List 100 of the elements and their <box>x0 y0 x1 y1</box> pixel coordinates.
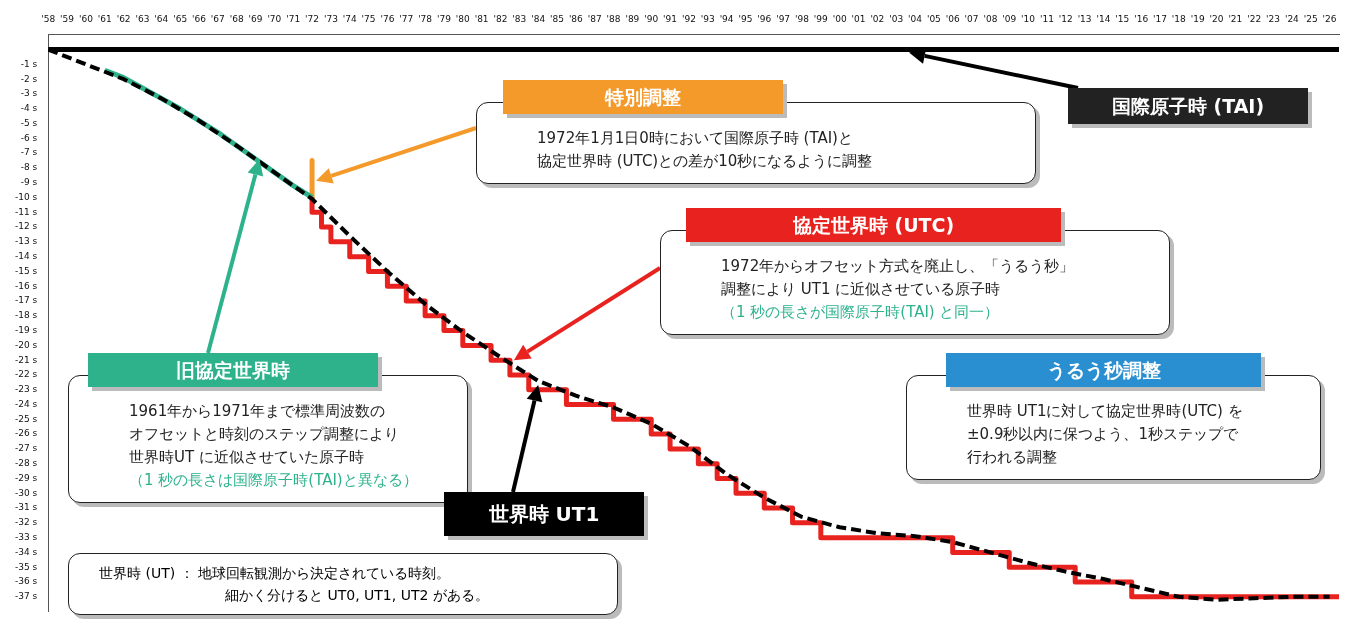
y-tick-label: -23 s <box>15 384 38 395</box>
annotation: （1 秒の長さは国際原子時(TAI)と異なる） <box>129 470 419 491</box>
annotation: 協定世界時 (UTC)との差が10秒になるように調整 <box>537 151 874 172</box>
y-tick-label: -26 s <box>15 428 38 439</box>
y-tick-label: -1 s <box>20 58 38 69</box>
y-tick-label: -27 s <box>15 443 38 454</box>
x-tick-label: '06 <box>945 13 960 24</box>
x-tick-label: '98 <box>795 13 810 24</box>
y-tick-label: -19 s <box>15 324 38 335</box>
annotation: 調整により UT1 に近似させている原子時 <box>721 279 1002 300</box>
x-tick-label: '88 <box>606 13 621 24</box>
annotation: （1 秒の長さが国際原子時(TAI) と同一） <box>721 302 1001 323</box>
y-tick-label: -37 s <box>15 591 38 602</box>
x-tick-label: '82 <box>493 13 508 24</box>
annotation: 1961年から1971年まで標準周波数の <box>129 401 387 422</box>
y-tick-label: -36 s <box>15 576 38 587</box>
x-tick-label: '61 <box>97 13 112 24</box>
y-tick-label: -33 s <box>15 532 38 542</box>
y-tick-label: -7 s <box>20 147 38 158</box>
x-tick-label: '12 <box>1058 13 1073 24</box>
x-tick-label: '68 <box>229 13 244 24</box>
x-tick-label: '87 <box>587 13 602 24</box>
x-tick-label: '60 <box>78 13 94 24</box>
y-tick-label: -6 s <box>20 132 38 143</box>
annotation: オフセットと時刻のステップ調整により <box>129 424 400 445</box>
x-tick-label: '76 <box>380 13 395 24</box>
x-tick-label: '89 <box>625 13 640 24</box>
x-tick-label: '94 <box>719 13 734 24</box>
x-tick-label: '02 <box>870 13 885 24</box>
x-tick-label: '99 <box>813 13 829 24</box>
y-tick-label: -4 s <box>20 103 38 114</box>
x-tick-label: '66 <box>192 13 207 24</box>
x-tick-label: '58 <box>41 13 56 24</box>
y-tick-label: -16 s <box>15 280 38 291</box>
annotation: 世界時 (UT) ： 地球回転観測から決定されている時刻。 <box>99 564 452 583</box>
x-tick-label: '63 <box>135 13 150 24</box>
x-tick-label: '26 <box>1322 13 1337 24</box>
y-tick-label: -14 s <box>15 250 38 261</box>
y-tick-label: -24 s <box>15 398 38 409</box>
annotation: 世界時UT に近似させていた原子時 <box>129 447 365 468</box>
y-tick-label: -13 s <box>15 236 38 247</box>
x-tick-label: '62 <box>116 13 131 24</box>
x-tick-label: '16 <box>1134 13 1149 24</box>
x-tick-label: '25 <box>1303 13 1318 24</box>
y-tick-label: -5 s <box>20 117 38 128</box>
y-tick-label: -9 s <box>20 177 38 188</box>
y-tick-label: -18 s <box>15 310 38 321</box>
x-tick-label: '17 <box>1153 13 1167 24</box>
x-tick-label: '21 <box>1228 13 1243 24</box>
y-tick-label: -10 s <box>15 191 38 202</box>
x-tick-label: '84 <box>531 13 546 24</box>
x-tick-label: '73 <box>323 13 338 24</box>
x-tick-label: '96 <box>757 13 772 24</box>
y-tick-label: -32 s <box>15 517 38 528</box>
x-tick-label: '14 <box>1096 13 1111 24</box>
annotation: 1972年からオフセット方式を廃止し、「うるう秒」 <box>721 256 1076 277</box>
x-tick-label: '93 <box>700 13 715 24</box>
annotation: 世界時 UT1に対して協定世界時(UTC) を <box>967 401 1244 422</box>
annotation: ±0.9秒以内に保つよう、1秒ステップで <box>967 424 1239 445</box>
y-tick-label: -3 s <box>20 88 38 99</box>
x-tick-label: '05 <box>926 13 941 24</box>
x-tick-label: '18 <box>1171 13 1187 24</box>
y-tick-label: -12 s <box>15 221 38 232</box>
x-tick-label: '04 <box>908 13 923 24</box>
annotation: 行われる調整 <box>967 447 1058 468</box>
x-tick-label: '00 <box>832 13 847 24</box>
x-tick-label: '13 <box>1077 13 1092 24</box>
x-tick-label: '22 <box>1247 13 1262 24</box>
x-tick-label: '81 <box>474 13 489 24</box>
x-tick-label: '86 <box>568 13 584 24</box>
x-tick-label: '72 <box>305 13 320 24</box>
x-tick-label: '10 <box>1021 13 1036 24</box>
x-tick-label: '64 <box>154 13 169 24</box>
y-tick-label: -35 s <box>15 561 38 572</box>
y-tick-label: -31 s <box>15 502 38 513</box>
x-tick-label: '90 <box>644 13 659 24</box>
y-tick-label: -17 s <box>15 295 38 306</box>
x-tick-label: '69 <box>248 13 263 24</box>
x-tick-label: '11 <box>1039 13 1054 24</box>
x-tick-label: '59 <box>60 13 75 24</box>
y-tick-label: -2 s <box>20 73 38 84</box>
x-tick-label: '80 <box>455 13 471 24</box>
x-tick-label: '74 <box>342 13 357 24</box>
annotation: 1972年1月1日0時において国際原子時 (TAI)と <box>537 128 854 149</box>
y-tick-label: -8 s <box>20 162 38 173</box>
x-tick-label: '97 <box>776 13 791 24</box>
y-tick-label: -30 s <box>15 487 38 498</box>
x-tick-label: '20 <box>1209 13 1224 24</box>
x-tick-label: '24 <box>1284 13 1300 24</box>
y-tick-label: -28 s <box>15 458 38 469</box>
x-tick-label: '92 <box>681 13 696 24</box>
y-tick-label: -20 s <box>15 339 38 350</box>
x-tick-label: '03 <box>889 13 904 24</box>
x-tick-label: '01 <box>851 13 866 24</box>
x-tick-label: '23 <box>1266 13 1281 24</box>
y-tick-label: -25 s <box>15 413 38 424</box>
x-tick-label: '95 <box>738 13 753 24</box>
y-tick-label: -21 s <box>15 354 38 365</box>
y-tick-label: -11 s <box>15 206 38 217</box>
annotation: 細かく分けると UT0, UT1, UT2 がある。 <box>224 586 490 605</box>
